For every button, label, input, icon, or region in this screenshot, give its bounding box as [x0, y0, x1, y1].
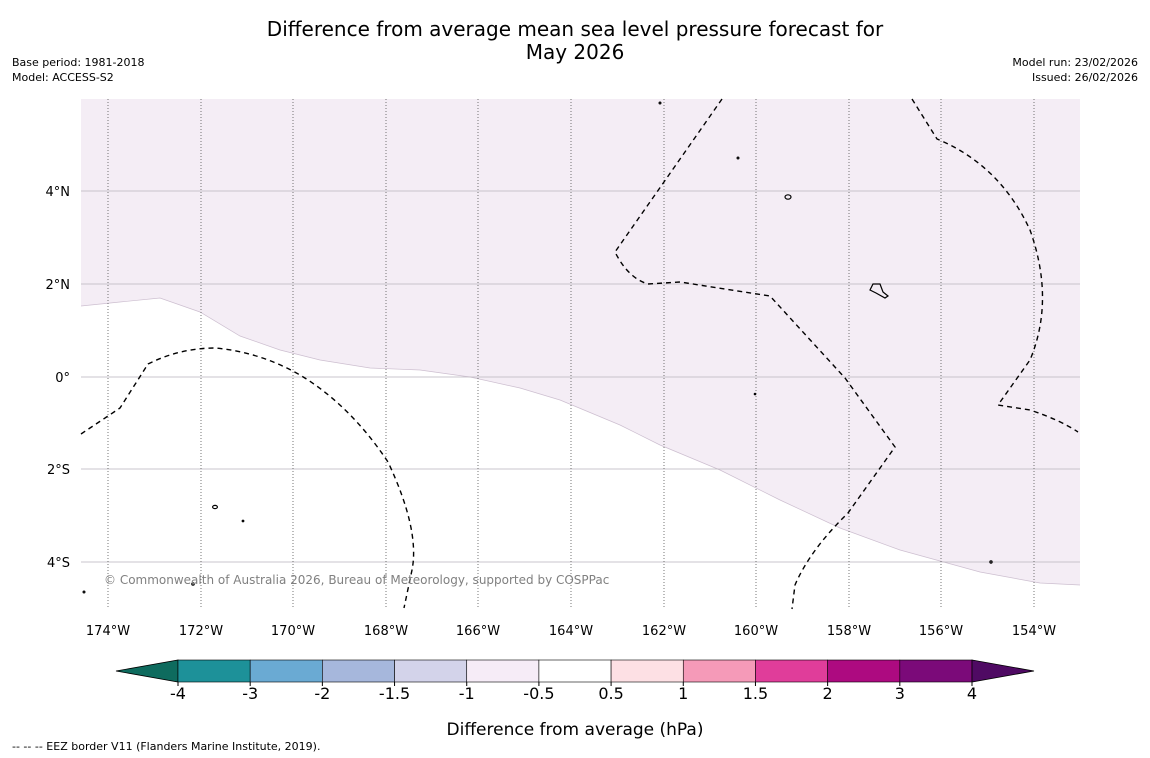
island — [212, 504, 219, 510]
colorbar-tick-label: 0.5 — [598, 684, 623, 703]
colorbar-label: Difference from average (hPa) — [446, 720, 704, 740]
island-kiritimati — [869, 283, 890, 299]
anomaly-region-shading — [81, 99, 1080, 585]
lat-tick-label: 2°N — [46, 278, 71, 293]
colorbar-segment — [610, 659, 684, 683]
lat-tick-labels: 4°N 2°N 0° 2°S 4°S — [46, 185, 71, 571]
lon-tick-label: 154°W — [1012, 624, 1056, 639]
colorbar-segment — [177, 659, 251, 683]
island — [241, 519, 245, 523]
colorbar-segment — [827, 659, 901, 683]
title-line-2: May 2026 — [525, 40, 625, 64]
colorbar: -4 -3 -2 -1.5 -1 -0.5 0.5 1 1.5 2 3 4 — [115, 659, 1035, 703]
lat-gridlines — [81, 190, 1080, 563]
colorbar-tick-label: -4 — [170, 684, 186, 703]
island — [191, 582, 195, 586]
colorbar-extend-min — [115, 659, 179, 683]
colorbar-tick-label: 2 — [823, 684, 833, 703]
eez-border-line-islands-east — [911, 98, 1079, 433]
lon-tick-label: 164°W — [549, 624, 593, 639]
lat-tick-label: 0° — [55, 371, 70, 386]
base-period: Base period: 1981-2018 — [12, 56, 145, 69]
island — [82, 590, 86, 594]
eez-borders — [80, 98, 1079, 610]
lon-tick-label: 156°W — [919, 624, 963, 639]
colorbar-segment — [466, 659, 540, 683]
lat-tick-label: 4°S — [47, 556, 70, 571]
chart-title: Difference from average mean sea level p… — [0, 18, 1150, 64]
copyright-text: © Commonwealth of Australia 2026, Bureau… — [104, 573, 609, 587]
lon-tick-label: 158°W — [827, 624, 871, 639]
colorbar-tick-label: -0.5 — [523, 684, 554, 703]
colorbar-tick-label: -1.5 — [379, 684, 410, 703]
colorbar-segment — [394, 659, 468, 683]
island — [784, 194, 792, 200]
colorbar-tick-label: 1 — [678, 684, 688, 703]
colorbar-tick-label: -3 — [242, 684, 258, 703]
eez-border-kiribati-gilbert — [80, 347, 415, 609]
colorbar-tick-label: 1.5 — [743, 684, 768, 703]
island — [753, 392, 757, 396]
lon-tick-label: 170°W — [271, 624, 315, 639]
lon-tick-label: 174°W — [86, 624, 130, 639]
lon-tick-label: 168°W — [364, 624, 408, 639]
issued-date: Issued: 26/02/2026 — [1031, 71, 1138, 84]
lon-tick-label: 172°W — [179, 624, 223, 639]
island — [736, 156, 740, 160]
model-name: Model: ACCESS-S2 — [12, 71, 114, 84]
meta-left: Base period: 1981-2018 Model: ACCESS-S2 — [12, 55, 144, 85]
colorbar-segment — [538, 659, 612, 683]
colorbar-tick-label: -1 — [459, 684, 475, 703]
meta-right: Model run: 23/02/2026 Issued: 26/02/2026 — [1012, 55, 1138, 85]
lon-tick-label: 160°W — [734, 624, 778, 639]
colorbar-tick-label: 4 — [967, 684, 977, 703]
island — [658, 101, 662, 105]
colorbar-segment — [249, 659, 323, 683]
lat-tick-label: 2°S — [47, 463, 70, 478]
colorbar-segment — [322, 659, 395, 683]
lon-tick-labels: 174°W 172°W 170°W 168°W 166°W 164°W 162°… — [86, 624, 1056, 639]
title-line-1: Difference from average mean sea level p… — [266, 17, 884, 41]
lon-gridlines — [107, 99, 1035, 609]
lon-tick-label: 166°W — [456, 624, 500, 639]
lat-tick-label: 4°N — [46, 185, 71, 200]
colorbar-segment — [899, 659, 973, 683]
shading-boundary — [80, 297, 1081, 586]
lon-tick-label: 162°W — [642, 624, 686, 639]
islands — [82, 101, 993, 594]
colorbar-segment — [682, 659, 756, 683]
island — [989, 560, 993, 564]
colorbar-tick-label: -2 — [314, 684, 330, 703]
colorbar-extend-max — [971, 659, 1035, 683]
colorbar-segment — [755, 659, 828, 683]
colorbar-tick-label: 3 — [895, 684, 905, 703]
eez-legend-note: -- -- -- EEZ border V11 (Flanders Marine… — [12, 740, 321, 753]
model-run: Model run: 23/02/2026 — [1012, 56, 1138, 69]
